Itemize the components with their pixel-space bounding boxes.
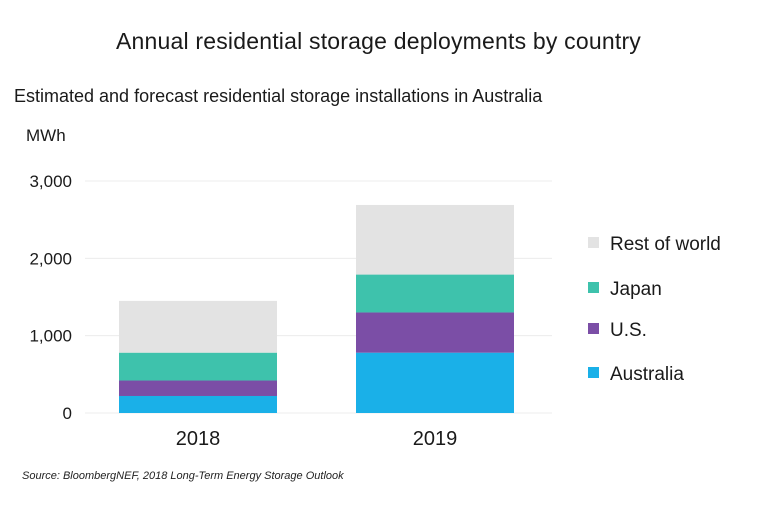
legend-label: Japan [610, 279, 662, 300]
source-note: Source: BloombergNEF, 2018 Long-Term Ene… [22, 470, 344, 482]
legend-label: U.S. [610, 320, 647, 341]
legend-label: Australia [610, 364, 684, 385]
bar-segment-japan-2018 [119, 352, 277, 381]
legend-swatch [588, 367, 599, 378]
x-tick-label: 2018 [176, 428, 221, 450]
bar-segment-australia-2018 [119, 395, 277, 413]
bar-segment-rest-of-world-2019 [356, 204, 514, 275]
legend-swatch [588, 323, 599, 334]
bar-segment-japan-2019 [356, 274, 514, 313]
y-tick-label: 0 [63, 404, 72, 423]
y-tick-label: 2,000 [29, 249, 72, 268]
chart-subtitle: Estimated and forecast residential stora… [14, 86, 543, 106]
chart-title: Annual residential storage deployments b… [115, 28, 642, 54]
legend-label: Rest of world [610, 234, 721, 255]
legend-swatch [588, 282, 599, 293]
bar-segment-rest-of-world-2018 [119, 300, 277, 353]
bar-segment-u-s-2018 [119, 380, 277, 396]
y-tick-label: 3,000 [29, 172, 72, 191]
x-tick-label: 2019 [413, 428, 458, 450]
legend-swatch [588, 237, 599, 248]
bar-segment-australia-2019 [356, 352, 514, 413]
y-axis-unit-label: MWh [26, 126, 66, 145]
bar-segment-u-s-2019 [356, 312, 514, 353]
y-tick-label: 1,000 [29, 327, 72, 346]
